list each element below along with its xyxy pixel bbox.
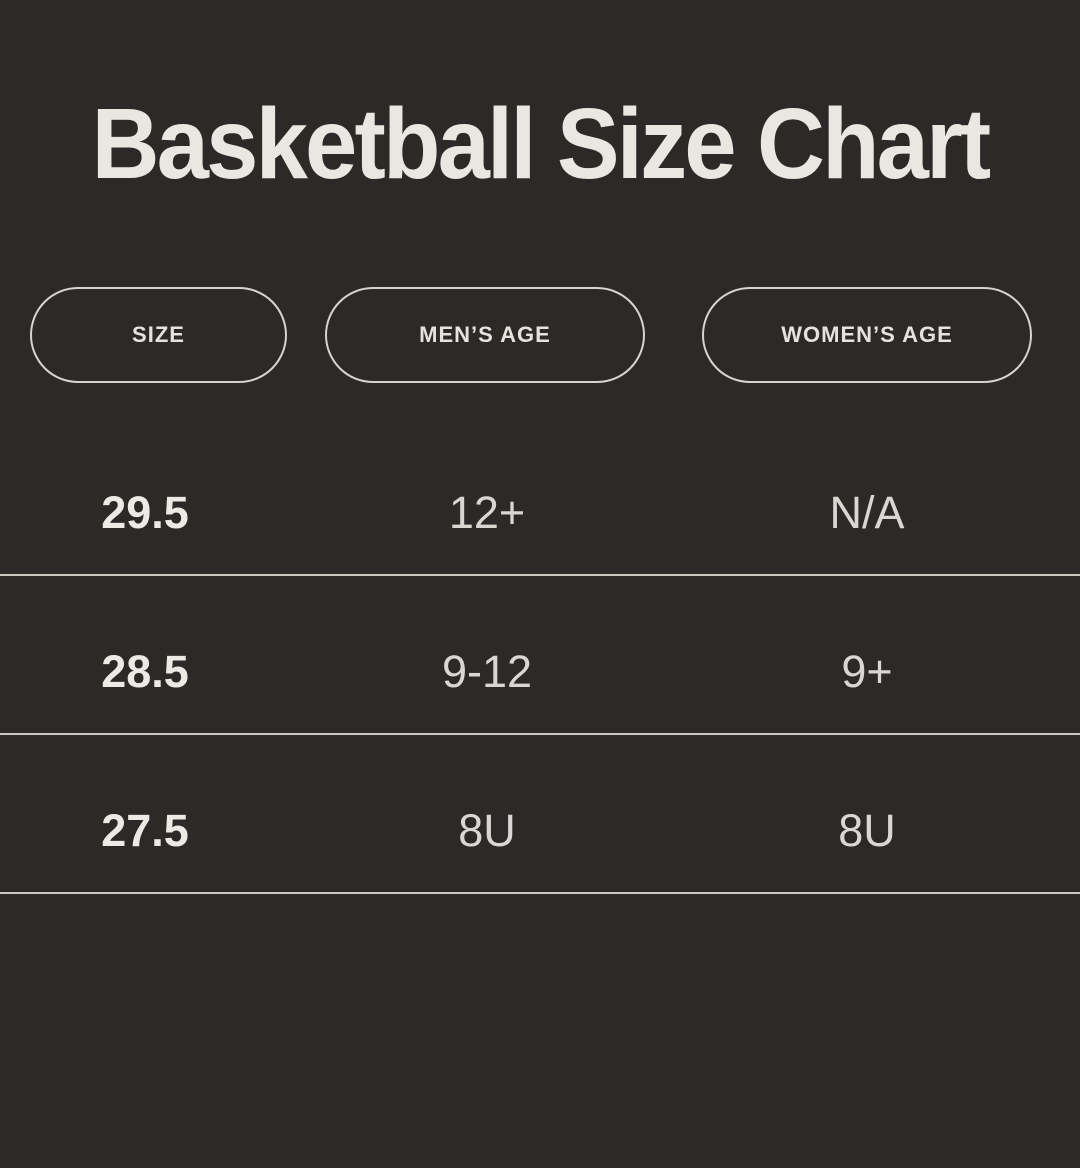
cell-womens-age: 9+ (841, 645, 893, 697)
column-header-mens-age-label: MEN’S AGE (419, 322, 551, 347)
cell-mens-age: 9-12 (441, 645, 533, 697)
cell-size: 28.5 (101, 645, 189, 697)
cell-size: 29.5 (101, 486, 189, 538)
basketball-size-chart: Basketball Size Chart SIZE MEN’S AGE WOM… (0, 88, 1080, 1168)
cell-womens-age: 8U (838, 804, 896, 856)
cell-womens-age: N/A (829, 486, 905, 538)
cell-mens-age: 8U (458, 804, 516, 856)
column-header-mens-age: MEN’S AGE (325, 287, 645, 383)
size-table: 29.5 12+ N/A 28.5 9-12 9+ 27.5 8U 8U (0, 417, 1080, 894)
table-header: SIZE MEN’S AGE WOMEN’S AGE (0, 287, 1080, 383)
table-row: 28.5 9-12 9+ (0, 576, 1080, 735)
column-header-size: SIZE (30, 287, 287, 383)
column-header-size-label: SIZE (132, 322, 185, 347)
table-row: 29.5 12+ N/A (0, 417, 1080, 576)
cell-mens-age: 12+ (448, 486, 526, 538)
cell-size: 27.5 (101, 804, 189, 856)
table-row: 27.5 8U 8U (0, 735, 1080, 894)
page-title: Basketball Size Chart (91, 88, 992, 200)
column-header-womens-age: WOMEN’S AGE (702, 287, 1032, 383)
column-header-womens-age-label: WOMEN’S AGE (781, 322, 953, 347)
